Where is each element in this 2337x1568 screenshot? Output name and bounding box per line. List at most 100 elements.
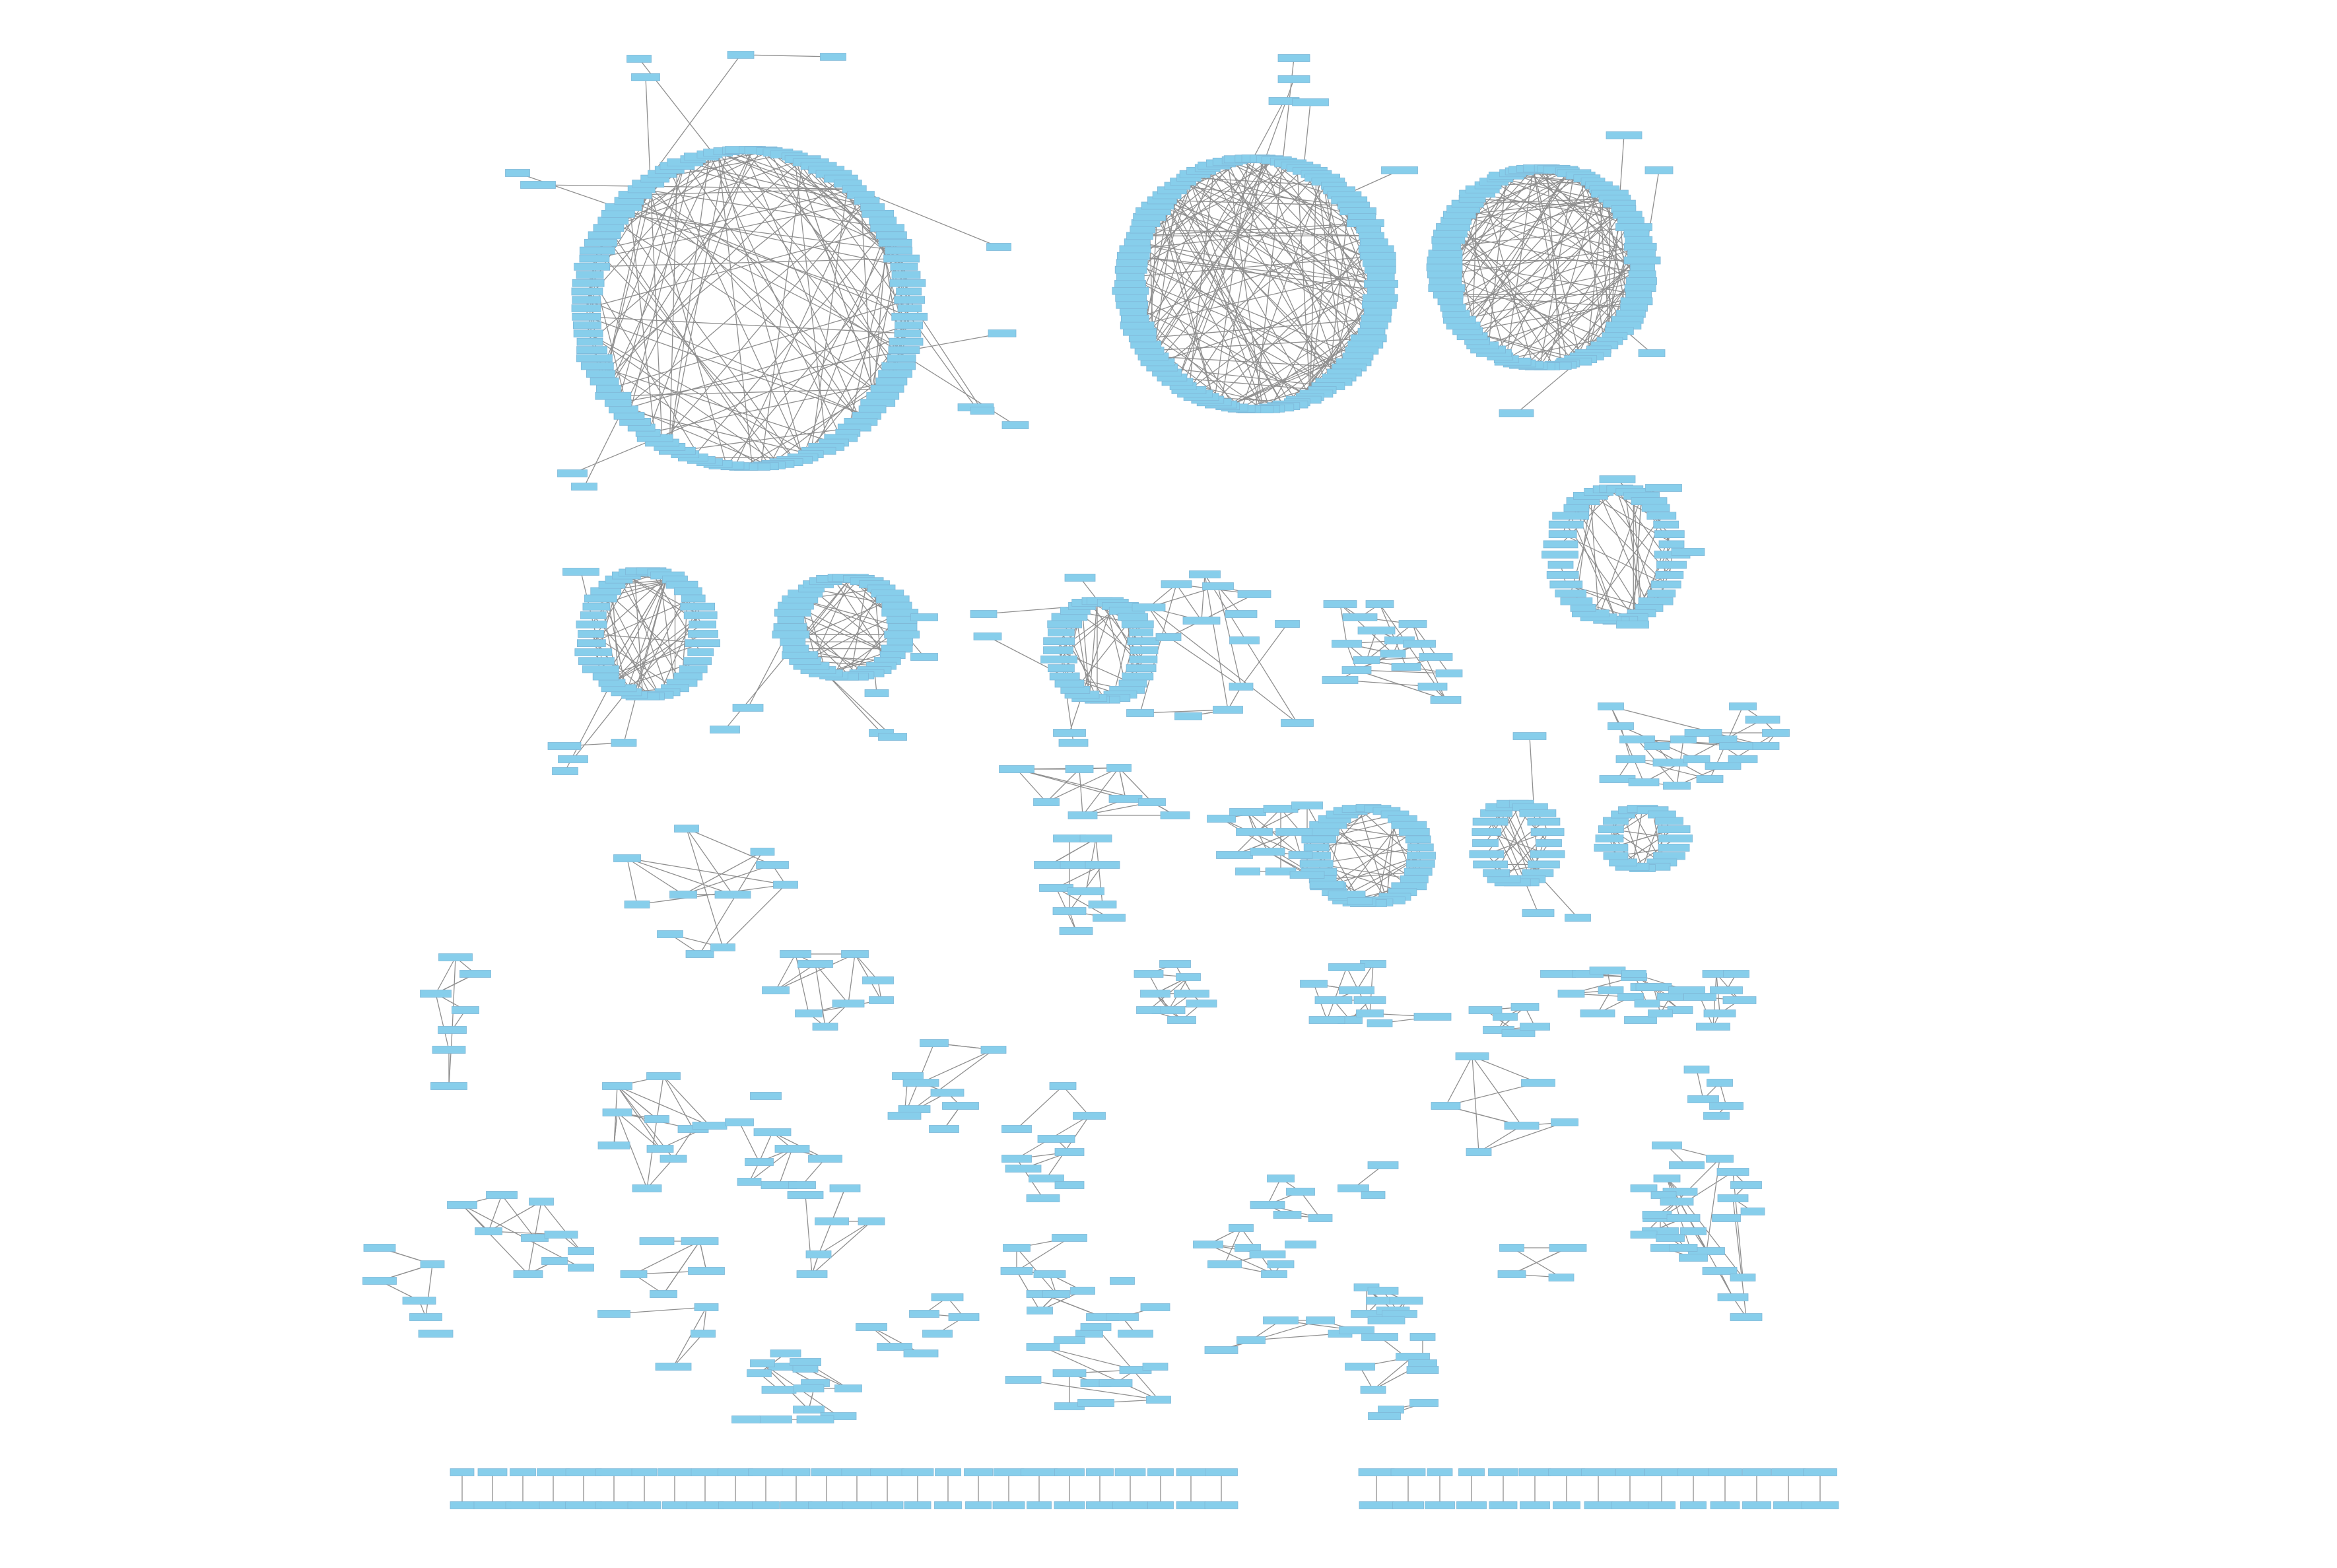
graph-edge [1132, 304, 1310, 397]
graph-node [782, 1468, 811, 1476]
node-box [1049, 672, 1080, 681]
graph-node [856, 1323, 887, 1331]
graph-edge [673, 1307, 707, 1367]
graph-node [529, 1198, 554, 1206]
node-box [420, 1260, 445, 1268]
graph-edge [1132, 262, 1359, 357]
node-box [820, 53, 846, 61]
graph-node [576, 271, 604, 279]
node-box [792, 1365, 819, 1373]
graph-node [1357, 627, 1396, 634]
graph-node [1005, 1376, 1042, 1384]
node-box [1204, 1501, 1238, 1509]
graph-edge [617, 1112, 661, 1149]
graph-node [795, 1009, 823, 1017]
node-box [1628, 270, 1656, 279]
graph-node [895, 321, 923, 329]
graph-node [1548, 520, 1584, 529]
node-box [475, 1227, 502, 1235]
node-box [1645, 484, 1682, 492]
node-box [1598, 825, 1624, 833]
graph-node [1655, 571, 1684, 579]
graph-node [1026, 1194, 1060, 1202]
graph-node [1359, 321, 1388, 329]
graph-node [1680, 1227, 1707, 1235]
node-box [1752, 742, 1780, 750]
node-box [1392, 1501, 1424, 1509]
node-box [1707, 1079, 1733, 1087]
node-box [1275, 828, 1312, 836]
graph-node [1717, 1293, 1749, 1301]
graph-edge [1459, 198, 1615, 321]
node-box [1207, 815, 1236, 823]
graph-edge [1356, 669, 1450, 674]
graph-node [1728, 755, 1758, 763]
node-box [1366, 1297, 1394, 1305]
node-box [891, 312, 928, 321]
node-box [931, 1293, 964, 1301]
graph-node [1396, 1353, 1430, 1361]
graph-node [891, 271, 921, 279]
node-box [1405, 835, 1431, 844]
graph-node [450, 1501, 475, 1509]
node-box [602, 1108, 632, 1116]
node-box [602, 1082, 632, 1090]
graph-node [572, 312, 601, 321]
node-box [815, 1217, 849, 1225]
graph-edge [801, 1158, 826, 1186]
node-box [1361, 1333, 1398, 1341]
graph-node [582, 665, 619, 673]
node-box [1611, 1501, 1648, 1509]
graph-edge [488, 1201, 542, 1232]
graph-node [568, 1264, 594, 1272]
node-box [1719, 742, 1753, 750]
node-box [631, 1468, 658, 1476]
graph-node [1426, 263, 1463, 271]
node-box [1551, 1118, 1578, 1126]
graph-node [562, 568, 599, 576]
graph-node [811, 1468, 842, 1476]
graph-edge [1303, 168, 1377, 319]
node-box [1518, 1468, 1551, 1476]
graph-node [832, 1000, 865, 1007]
graph-node [1059, 927, 1093, 935]
node-box [1547, 561, 1574, 569]
graph-node [1703, 1112, 1730, 1120]
graph-node [1048, 629, 1075, 636]
graph-node [363, 1244, 396, 1252]
graph-edge [600, 598, 652, 697]
node-box [574, 262, 610, 271]
graph-node [1652, 759, 1688, 767]
node-box [674, 825, 699, 833]
node-box [1110, 1277, 1135, 1285]
node-box [1114, 280, 1146, 288]
graph-node [1598, 825, 1624, 833]
graph-node [574, 648, 613, 656]
graph-edge [850, 581, 867, 677]
node-box [887, 1112, 922, 1120]
node-box [870, 384, 904, 393]
node-box [1527, 817, 1561, 826]
graph-node [576, 346, 607, 354]
graph-edge [1452, 267, 1643, 308]
node-box [1541, 551, 1578, 559]
graph-node [1174, 990, 1209, 998]
node-box [1625, 290, 1652, 299]
graph-node [557, 469, 588, 477]
graph-node [773, 623, 807, 631]
node-box [1303, 843, 1330, 852]
node-box [1140, 1303, 1170, 1311]
node-box [1504, 1122, 1540, 1130]
graph-edge [1118, 767, 1153, 803]
graph-node [694, 1303, 719, 1311]
graph-edge [600, 162, 686, 374]
graph-edge [683, 864, 773, 895]
node-box [1773, 1501, 1804, 1509]
node-box [1430, 696, 1462, 704]
graph-edge [1221, 1320, 1321, 1351]
graph-node [1648, 1009, 1673, 1017]
graph-edge [617, 1112, 648, 1189]
node-box [688, 630, 718, 638]
node-box [973, 632, 1002, 640]
graph-node [1615, 1468, 1645, 1476]
